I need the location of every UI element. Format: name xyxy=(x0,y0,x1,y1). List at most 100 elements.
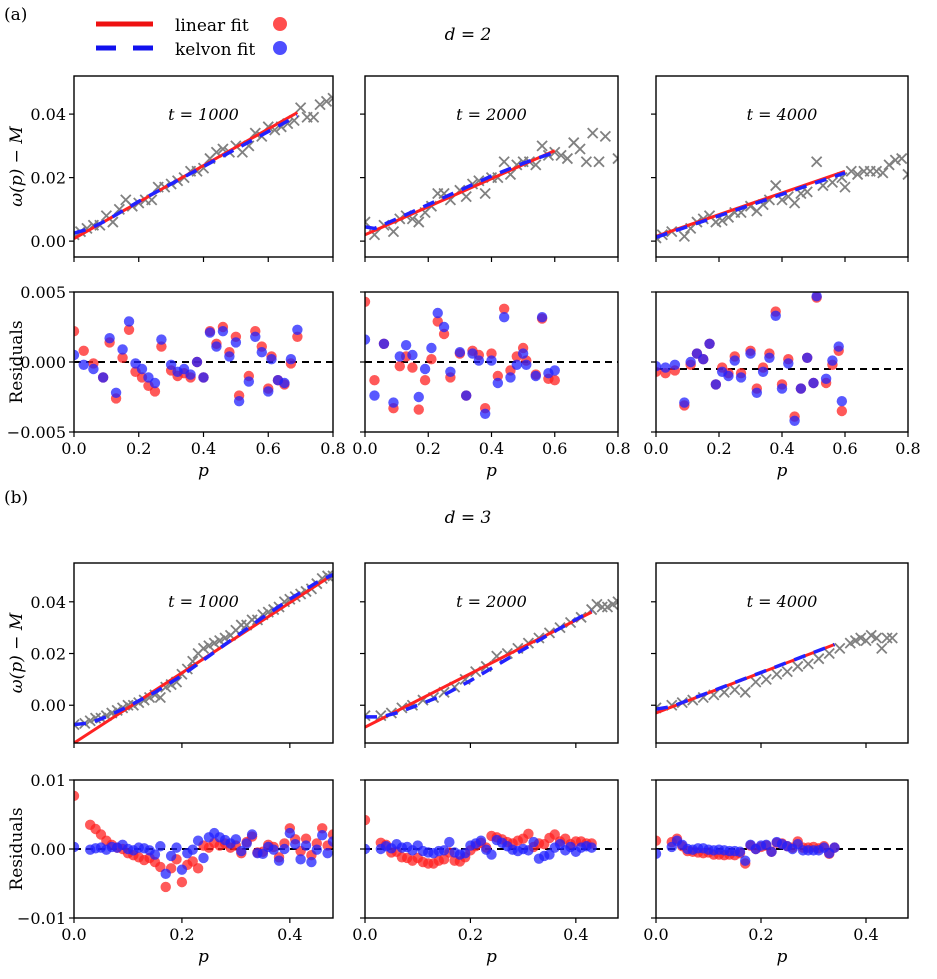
kelvon-residual-point xyxy=(729,355,740,366)
cross-stroke xyxy=(580,156,593,168)
cross-stroke xyxy=(612,596,618,604)
linear-residual-point xyxy=(498,303,510,314)
cross-stroke xyxy=(243,140,255,152)
linear-residual-point xyxy=(656,835,662,846)
cross-stroke xyxy=(574,143,586,155)
kelvon-residual-point xyxy=(290,838,301,850)
kelvon-residual-point xyxy=(432,307,443,319)
x-tick-label: 0.6 xyxy=(832,439,857,458)
cross-stroke xyxy=(886,632,898,644)
kelvon-residual-point xyxy=(486,355,497,366)
kelvon-residual-point xyxy=(279,843,290,855)
kelvon-residual-point xyxy=(155,841,166,852)
cross-stroke xyxy=(208,637,220,649)
plot-area xyxy=(656,629,898,715)
subplot-b-t1000: 0.00 0.02 0.04 t = 1000 ω(p) − M xyxy=(7,562,334,748)
cross-stroke xyxy=(855,632,867,644)
cross-stroke xyxy=(568,137,580,149)
kelvon-residual-point xyxy=(808,377,819,389)
kelvon-residual-point xyxy=(117,344,128,355)
cross-stroke xyxy=(722,211,735,223)
data-point-cross xyxy=(460,191,472,203)
x-tick-label: 0.0 xyxy=(61,439,86,458)
kelvon-residual-point xyxy=(74,349,80,361)
kelvon-residual-point xyxy=(378,338,390,349)
kelvon-residual-point xyxy=(400,340,412,351)
cross-stroke xyxy=(883,159,895,171)
linear-residual-point xyxy=(419,375,431,386)
cross-stroke xyxy=(282,117,294,130)
kelvon-residual-point xyxy=(444,836,455,848)
cross-stroke xyxy=(865,629,877,642)
kelvon-residual-point xyxy=(160,868,171,880)
cross-stroke xyxy=(438,686,450,698)
data-point-cross xyxy=(750,676,762,688)
kelvon-residual-point xyxy=(300,840,312,851)
y-tick-label: 0.005 xyxy=(20,283,66,302)
cross-stroke xyxy=(214,634,226,647)
data-point-cross xyxy=(845,165,857,177)
cross-stroke xyxy=(327,92,333,100)
linear-residual-point xyxy=(117,352,128,363)
cross-stroke xyxy=(802,658,814,670)
kelvon-residual-point xyxy=(505,372,516,383)
x-tick-label: 0.0 xyxy=(352,439,377,458)
cross-stroke xyxy=(460,191,472,203)
linear-residual-point xyxy=(149,386,161,397)
linear-fit-line xyxy=(365,610,593,729)
cross-stroke xyxy=(262,606,274,618)
data-point-cross xyxy=(739,686,751,698)
linear-residual-point xyxy=(74,326,80,337)
kelvon-residual-point xyxy=(322,847,333,859)
data-point-cross xyxy=(574,143,586,155)
kelvon-residual-point xyxy=(273,855,285,866)
cross-stroke xyxy=(587,127,599,139)
x-tick-label: 0.0 xyxy=(352,925,377,944)
cross-stroke xyxy=(811,156,823,168)
kelvon-residual-point xyxy=(192,835,204,846)
data-point-cross xyxy=(877,167,889,179)
data-point-cross xyxy=(307,111,320,123)
x-tick-label: 0.4 xyxy=(277,925,302,944)
cross-stroke xyxy=(834,642,846,654)
cross-stroke xyxy=(536,140,548,152)
kelvon-residual-point xyxy=(467,348,478,359)
kelvon-residual-point xyxy=(523,845,534,856)
x-tick-label: 0.4 xyxy=(479,439,504,458)
cross-stroke xyxy=(781,665,793,678)
kelvon-residual-point xyxy=(530,370,541,382)
data-point-cross xyxy=(320,95,333,108)
panel-label-b: (b) xyxy=(4,488,28,508)
x-tick-label: 0.2 xyxy=(416,439,441,458)
kelvon-residual-point xyxy=(536,312,548,323)
data-point-cross xyxy=(886,632,898,644)
plot-area xyxy=(656,152,908,244)
cross-stroke xyxy=(479,187,491,200)
data-point-cross xyxy=(84,715,96,727)
cross-stroke xyxy=(107,216,119,228)
kelvon-residual-point xyxy=(191,356,203,368)
cross-stroke xyxy=(120,194,132,206)
data-point-cross xyxy=(316,572,328,585)
kelvon-residual-point xyxy=(224,351,235,362)
cross-stroke xyxy=(365,714,371,722)
cross-stroke xyxy=(197,642,210,654)
cross-stroke xyxy=(817,179,829,192)
cross-stroke xyxy=(845,165,857,177)
subplot-b-res-t2000: 0.0 0.2 0.4 p xyxy=(352,779,619,967)
kelvon-residual-point xyxy=(74,841,80,853)
cross-stroke xyxy=(438,187,450,200)
kelvon-residual-point xyxy=(165,359,177,370)
x-axis-label: p xyxy=(777,947,788,967)
cross-stroke xyxy=(74,723,80,731)
kelvon-residual-point xyxy=(311,844,323,855)
data-point-cross xyxy=(314,98,326,111)
data-point-cross xyxy=(881,632,893,644)
cross-stroke xyxy=(146,194,158,206)
kelvon-residual-point xyxy=(438,321,450,333)
kelvon-residual-point xyxy=(820,373,832,384)
kelvon-residual-point xyxy=(445,366,456,377)
data-point-cross xyxy=(839,181,851,193)
cross-stroke xyxy=(365,709,371,717)
